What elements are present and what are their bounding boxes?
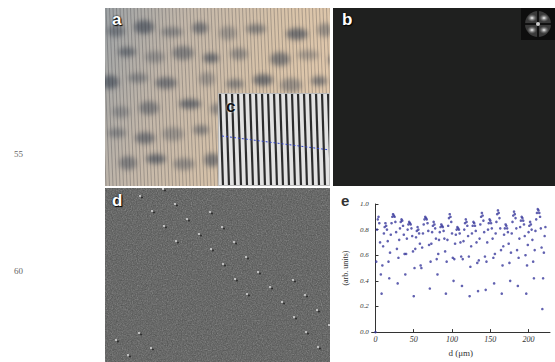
html-text:a: a (112, 10, 122, 29)
svg-text:50: 50 (410, 335, 418, 344)
svg-text:0.2: 0.2 (360, 302, 369, 310)
svg-text:0.6: 0.6 (360, 251, 369, 259)
svg-text:d (μm): d (μm) (449, 348, 474, 358)
html-text:55: 55 (14, 149, 23, 159)
svg-text:100: 100 (446, 335, 458, 344)
html-text:b: b (342, 10, 353, 29)
html-text:d: d (112, 191, 123, 210)
svg-text:(arb. units): (arb. units) (341, 250, 350, 285)
svg-text:0.4: 0.4 (360, 277, 369, 285)
svg-text:1.0: 1.0 (360, 200, 369, 208)
html-text:c: c (226, 97, 236, 116)
svg-text:0: 0 (373, 335, 377, 344)
svg-text:0.0: 0.0 (360, 328, 369, 336)
svg-text:e: e (341, 192, 349, 209)
svg-text:0.8: 0.8 (360, 226, 369, 234)
html-text:60: 60 (14, 266, 23, 276)
svg-text:200: 200 (523, 335, 535, 344)
svg-text:150: 150 (484, 335, 496, 344)
